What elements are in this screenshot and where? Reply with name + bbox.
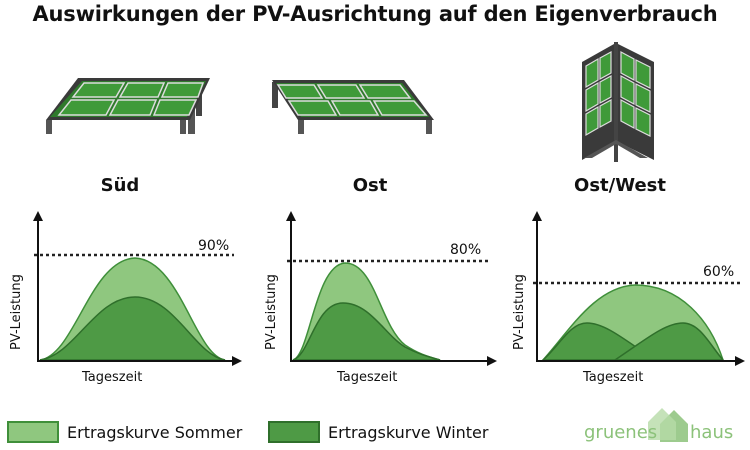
panel-label-ostwest: Ost/West [574, 175, 666, 196]
brand-left: gruenes [584, 422, 657, 443]
legend-summer: Ertragskurve Sommer [7, 418, 242, 446]
percent-ostwest: 60% [703, 264, 734, 280]
percent-sued: 90% [198, 238, 229, 254]
percent-ost: 80% [450, 242, 481, 258]
winter-curve-west-ostwest [612, 322, 725, 361]
page-title: Auswirkungen der PV-Ausrichtung auf den … [32, 2, 718, 26]
xlabel-ostwest: Tageszeit [582, 370, 643, 385]
panel-label-sued: Süd [100, 175, 140, 196]
legend-summer-swatch [7, 421, 59, 443]
xlabel-sued: Tageszeit [81, 370, 142, 385]
chart-sued: 90% PV-Leistung Tageszeit [9, 211, 242, 385]
xlabel-ost: Tageszeit [336, 370, 397, 385]
legend-winter: Ertragskurve Winter [268, 418, 488, 446]
winter-curve-sued [39, 296, 226, 361]
south-panel-illustration [46, 78, 210, 134]
east-panel-illustration [272, 80, 434, 134]
ylabel-ostwest: PV-Leistung [512, 274, 527, 350]
legend-winter-swatch [268, 421, 320, 443]
panel-label-ost: Ost [352, 175, 388, 196]
winter-curve-ost [292, 302, 441, 361]
chart-ost: 80% PV-Leistung Tageszeit [264, 211, 497, 385]
ylabel-sued: PV-Leistung [9, 274, 24, 350]
chart-ostwest: 60% PV-Leistung Tageszeit [512, 211, 745, 385]
eastwest-panel-illustration [582, 42, 654, 162]
brand-right: haus [690, 422, 733, 443]
legend-winter-label: Ertragskurve Winter [328, 422, 489, 442]
ylabel-ost: PV-Leistung [264, 274, 279, 350]
gruenes-haus-logo: gruenes haus [584, 408, 733, 443]
legend-summer-label: Ertragskurve Sommer [67, 422, 243, 442]
